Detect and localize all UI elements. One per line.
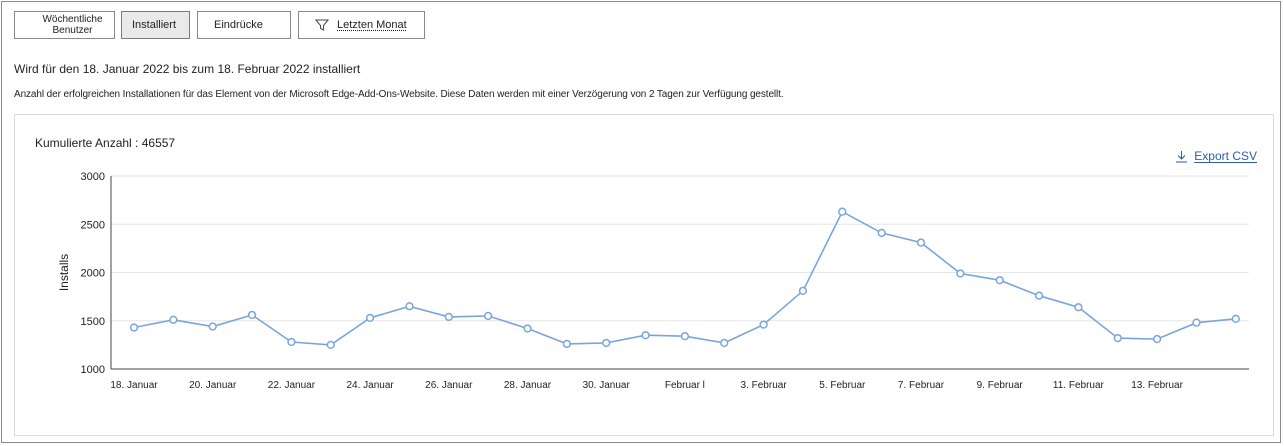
- data-point: [1152, 334, 1162, 344]
- data-point: [641, 331, 650, 340]
- data-point: [208, 322, 217, 331]
- data-point: [916, 238, 926, 247]
- data-point: [1034, 291, 1044, 300]
- x-tick-label: 13. Februar: [1131, 380, 1183, 391]
- y-tick-label: 1000: [81, 364, 105, 376]
- export-csv-link[interactable]: Export CSV: [1175, 149, 1257, 163]
- x-tick-label: 11. Februar: [1053, 380, 1105, 391]
- data-point: [129, 323, 139, 332]
- data-point: [326, 340, 335, 350]
- x-tick-label: 30. Januar: [583, 380, 631, 391]
- x-tick-label: 5. Februar: [819, 380, 866, 391]
- weekly-users-button[interactable]: Wöchentliche Benutzer: [14, 11, 115, 39]
- data-point: [1074, 303, 1083, 312]
- data-point: [444, 312, 453, 322]
- data-point: [405, 302, 414, 311]
- x-tick-label: 9. Februar: [977, 380, 1024, 391]
- x-tick-label: 3. Februar: [741, 380, 788, 391]
- x-tick-label: 26. Januar: [425, 380, 473, 391]
- y-tick-label: 2500: [81, 219, 105, 231]
- x-tick-label: 28. Januar: [504, 380, 552, 391]
- y-axis-label: Installs: [57, 254, 71, 291]
- x-tick-label: Februar l: [665, 380, 705, 391]
- data-point: [1113, 333, 1122, 343]
- data-point: [720, 338, 729, 348]
- data-point: [169, 315, 178, 324]
- data-point: [995, 276, 1004, 285]
- series-line: [133, 210, 1236, 346]
- download-icon: [1176, 150, 1188, 163]
- data-point: [562, 339, 571, 349]
- x-tick-label: 7. Februar: [898, 380, 945, 391]
- x-tick-label: 20. Januar: [189, 380, 237, 391]
- data-point: [838, 207, 847, 216]
- cumulative-count: Kumulierte Anzahl : 46557: [35, 136, 176, 150]
- y-tick-label: 2000: [81, 268, 105, 280]
- installs-line-chart: 1000 1500 2000 2500 3000 Installs 18. Januar 20…: [57, 171, 1249, 391]
- chart-description: Anzahl der erfolgreichen Installationen …: [14, 89, 784, 100]
- x-tick-label: 24. Januar: [346, 380, 394, 391]
- data-point: [956, 269, 965, 278]
- data-point: [1231, 314, 1240, 323]
- x-tick-label: 22. Januar: [268, 380, 316, 391]
- y-tick-label: 3000: [81, 171, 105, 183]
- chart-card: Kumulierte Anzahl : 46557 Export CSV 100…: [14, 114, 1274, 436]
- impressions-button[interactable]: Eindrücke: [197, 11, 291, 39]
- last-month-filter-button[interactable]: Letzten Monat: [298, 11, 425, 39]
- installed-button[interactable]: Installiert: [121, 11, 190, 39]
- data-point: [759, 320, 768, 329]
- data-point: [247, 310, 257, 320]
- x-tick-label: 18. Januar: [110, 380, 158, 391]
- data-point: [484, 311, 493, 321]
- data-point: [602, 338, 611, 348]
- last-month-label: Letzten Monat: [337, 19, 407, 31]
- funnel-icon: [315, 19, 329, 31]
- data-point: [798, 286, 808, 295]
- export-csv-label: Export CSV: [1194, 149, 1257, 163]
- date-range-text: Wird für den 18. Januar 2022 bis zum 18.…: [14, 62, 361, 76]
- data-point: [523, 324, 532, 333]
- data-point: [877, 228, 886, 238]
- data-point: [365, 313, 375, 323]
- data-point: [1192, 318, 1201, 327]
- y-tick-label: 1500: [81, 316, 105, 328]
- data-point: [680, 332, 690, 341]
- data-point: [287, 337, 296, 347]
